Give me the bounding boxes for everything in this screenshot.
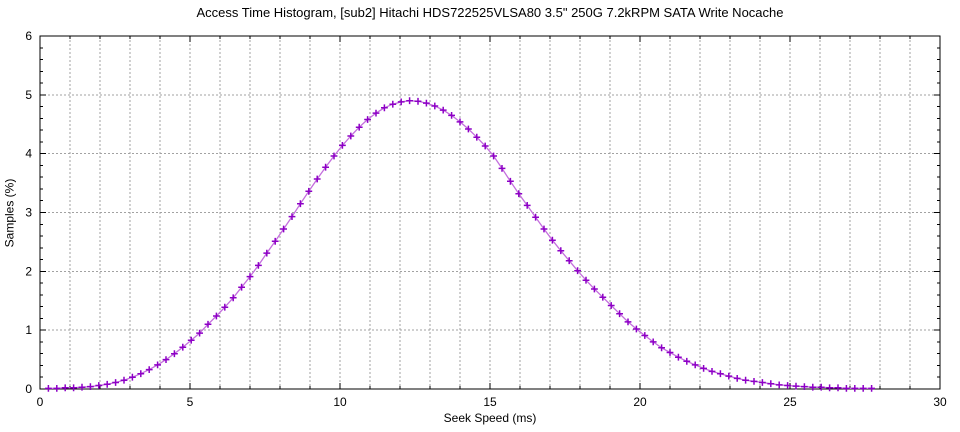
y-tick-label: 0 <box>25 382 32 396</box>
tick-labels: 0 5 10 15 20 25 30 0 1 2 3 4 5 6 <box>25 29 947 409</box>
x-tick-label: 20 <box>633 395 647 409</box>
plot-title: Access Time Histogram, [sub2] Hitachi HD… <box>196 5 784 20</box>
x-tick-label: 10 <box>333 395 347 409</box>
x-tick-label: 0 <box>37 395 44 409</box>
x-tick-label: 25 <box>783 395 797 409</box>
y-tick-label: 5 <box>25 88 32 102</box>
axis-ticks <box>39 35 941 390</box>
y-tick-label: 4 <box>25 147 32 161</box>
series-markers <box>45 97 875 392</box>
y-tick-label: 6 <box>25 29 32 43</box>
grid-lines <box>40 36 940 389</box>
x-tick-label: 5 <box>187 395 194 409</box>
x-tick-label: 15 <box>483 395 497 409</box>
x-axis-title: Seek Speed (ms) <box>443 411 537 425</box>
x-tick-label: 30 <box>933 395 947 409</box>
y-tick-label: 3 <box>25 206 32 220</box>
y-tick-label: 2 <box>25 264 32 278</box>
y-axis-title-area: Samples (%) <box>0 36 18 389</box>
y-axis-title: Samples (%) <box>2 178 16 247</box>
y-tick-label: 1 <box>25 323 32 337</box>
